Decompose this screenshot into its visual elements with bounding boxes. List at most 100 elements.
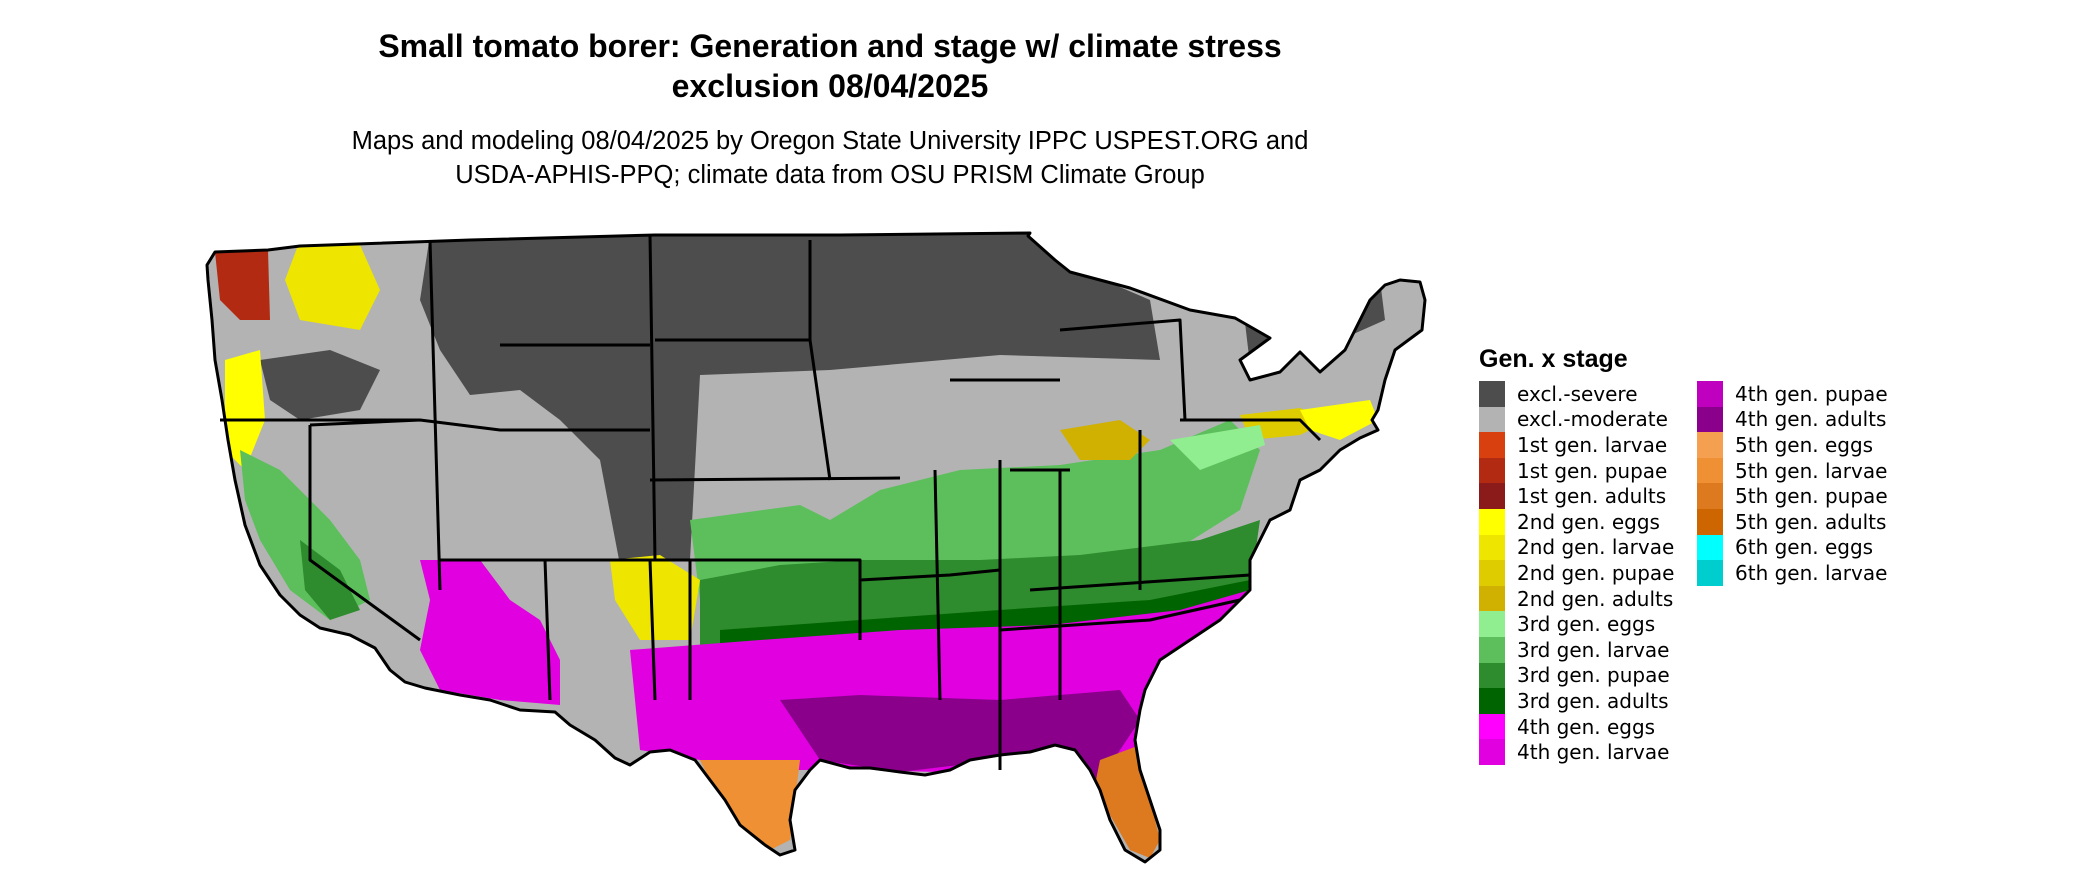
legend-swatch: [1697, 508, 1723, 535]
subtitle-line-1: Maps and modeling 08/04/2025 by Oregon S…: [351, 127, 1309, 155]
legend-label: 1st gen. pupae: [1517, 458, 1668, 483]
legend-label: excl.-severe: [1517, 381, 1638, 406]
stage-region: [1170, 425, 1265, 470]
legend-label: 6th gen. eggs: [1735, 535, 1874, 560]
legend-swatch: [1479, 381, 1505, 407]
legend-item: excl.-moderate: [1479, 406, 1674, 433]
legend-item: 4th gen. larvae: [1479, 739, 1674, 765]
legend-swatch: [1479, 662, 1505, 689]
legend-item: 5th gen. larvae: [1697, 457, 1888, 484]
legend-swatch: [1697, 432, 1723, 458]
stage-region: [1300, 400, 1378, 440]
legend-swatch: [1479, 636, 1505, 663]
state-boundaries: [205, 231, 1427, 864]
legend-label: 2nd gen. eggs: [1517, 509, 1660, 534]
state-boundary-line: [859, 568, 1001, 582]
legend-label: excl.-moderate: [1517, 407, 1668, 432]
stage-region: [420, 560, 560, 705]
legend-item: 1st gen. adults: [1479, 483, 1674, 509]
state-boundary-line: [1059, 318, 1187, 421]
legend-title: Gen. x stage: [1479, 345, 1628, 373]
state-boundary-line: [205, 231, 1427, 864]
legend-swatch: [1697, 483, 1723, 509]
legend-swatch: [1479, 560, 1505, 586]
stage-region: [260, 350, 380, 420]
legend-swatch: [1479, 483, 1505, 509]
legend-label: 2nd gen. larvae: [1517, 535, 1675, 560]
legend-swatch: [1479, 406, 1505, 433]
state-boundary-line: [1270, 418, 1322, 442]
legend-item: 1st gen. pupae: [1479, 457, 1674, 484]
legend-item: 4th gen. eggs: [1479, 713, 1674, 740]
stage-region: [1060, 420, 1150, 460]
legend-item: 6th gen. larvae: [1697, 560, 1888, 586]
legend-item: 3rd gen. adults: [1479, 688, 1674, 714]
state-boundary-line: [308, 425, 421, 642]
legend-label: 5th gen. adults: [1735, 509, 1887, 534]
legend-label: 3rd gen. pupae: [1517, 663, 1670, 688]
legend-label: 1st gen. larvae: [1517, 432, 1668, 457]
legend-label: 4th gen. adults: [1735, 407, 1887, 432]
legend-item: 3rd gen. pupae: [1479, 662, 1674, 689]
state-boundary-line: [999, 598, 1241, 632]
legend-item: 4th gen. pupae: [1697, 381, 1888, 407]
legend-label: 4th gen. larvae: [1517, 740, 1670, 765]
legend-swatch: [1697, 381, 1723, 407]
legend-item: 2nd gen. eggs: [1479, 508, 1674, 535]
legend-swatch: [1697, 534, 1723, 561]
legend-label: 5th gen. pupae: [1735, 484, 1888, 509]
legend-label: 1st gen. adults: [1517, 484, 1667, 509]
legend-swatch: [1479, 611, 1505, 637]
legend-swatch: [1479, 688, 1505, 714]
legend-item: 3rd gen. eggs: [1479, 611, 1674, 637]
legend-swatch: [1697, 457, 1723, 484]
legend-label: 4th gen. eggs: [1517, 714, 1656, 739]
legend-swatch: [1479, 432, 1505, 458]
legend-item: 6th gen. eggs: [1697, 534, 1888, 561]
state-boundary-line: [933, 469, 942, 701]
legend-label: 3rd gen. eggs: [1517, 612, 1656, 637]
legend-label: 6th gen. larvae: [1735, 560, 1888, 585]
map-title: Small tomato borer: Generation and stage…: [130, 26, 1530, 106]
legend-item: excl.-severe: [1479, 381, 1674, 407]
legend-label: 3rd gen. adults: [1517, 688, 1669, 713]
legend-swatch: [1697, 406, 1723, 433]
subtitle-line-2: USDA-APHIS-PPQ; climate data from OSU PR…: [455, 161, 1205, 189]
state-boundary-line: [428, 239, 442, 591]
legend-item: 4th gen. adults: [1697, 406, 1888, 433]
stage-region: [300, 540, 360, 620]
legend-column-1: excl.-severe excl.-moderate 1st gen. larva…: [1479, 381, 1674, 765]
legend-swatch: [1479, 739, 1505, 765]
legend-column-2: 4th gen. pupae 4th gen. adults 5th gen. eg…: [1697, 381, 1888, 586]
legend-label: 4th gen. pupae: [1735, 381, 1888, 406]
legend-swatch: [1479, 713, 1505, 740]
stage-region: [700, 760, 800, 850]
legend-swatch: [1479, 585, 1505, 612]
stage-region: [285, 240, 380, 330]
legend-item: 5th gen. pupae: [1697, 483, 1888, 509]
stage-region: [610, 555, 700, 640]
stage-region: [215, 250, 270, 320]
legend-label: 5th gen. eggs: [1735, 432, 1874, 457]
legend-item: 2nd gen. larvae: [1479, 534, 1675, 561]
legend-item: 2nd gen. adults: [1479, 585, 1674, 612]
state-boundary-line: [650, 558, 862, 640]
stage-region: [420, 233, 1160, 565]
legend-label: 5th gen. larvae: [1735, 458, 1888, 483]
stage-region: [225, 350, 265, 470]
legend-item: 5th gen. adults: [1697, 508, 1888, 535]
legend-label: 2nd gen. pupae: [1517, 560, 1675, 585]
state-boundary-line: [309, 418, 650, 432]
legend-label: 2nd gen. adults: [1517, 586, 1674, 611]
legend-label: 3rd gen. larvae: [1517, 637, 1670, 662]
state-boundary-line: [808, 339, 832, 481]
legend-swatch: [1479, 457, 1505, 484]
legend-item: 5th gen. eggs: [1697, 432, 1888, 458]
title-line-1: Small tomato borer: Generation and stage…: [378, 28, 1282, 64]
legend-swatch: [1479, 534, 1505, 561]
legend-item: 3rd gen. larvae: [1479, 636, 1674, 663]
state-boundary-line: [648, 234, 657, 561]
map-subtitle: Maps and modeling 08/04/2025 by Oregon S…: [130, 124, 1530, 192]
state-boundary-line: [649, 476, 901, 482]
